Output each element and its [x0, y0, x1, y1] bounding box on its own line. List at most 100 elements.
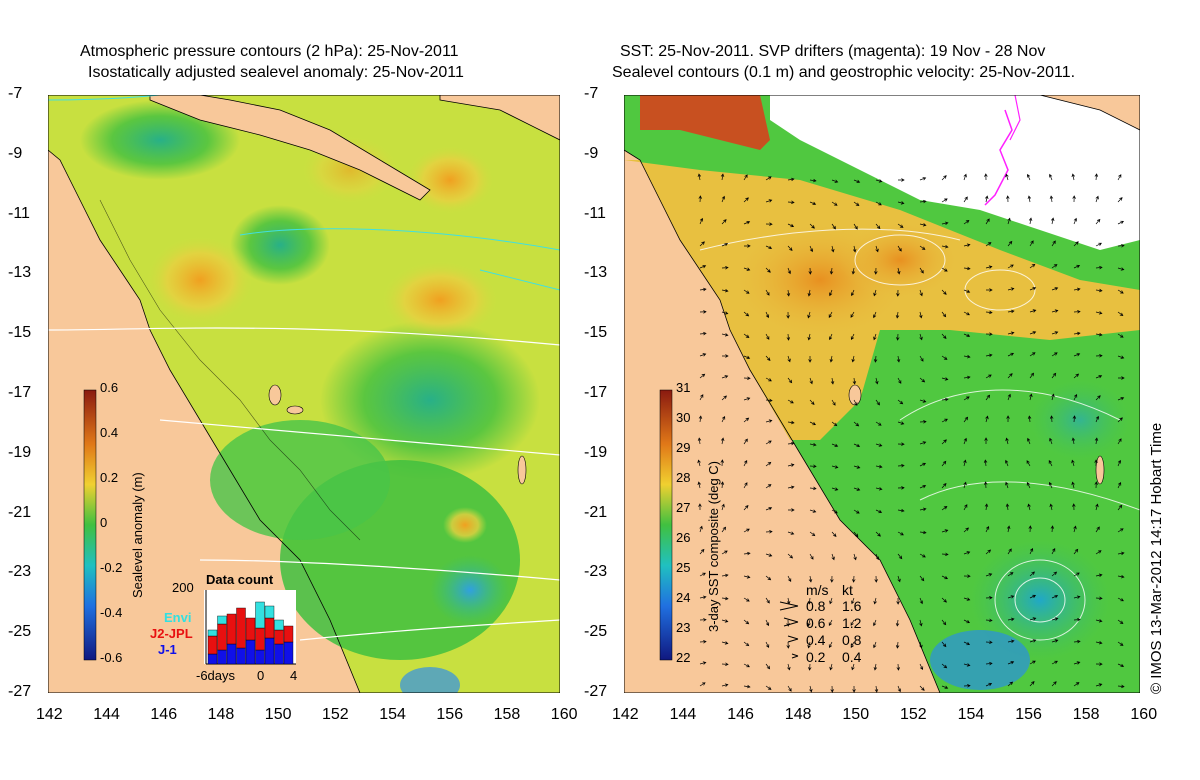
velocity-arrow — [985, 242, 992, 247]
velocity-arrow — [1051, 617, 1059, 621]
velocity-arrow — [1071, 459, 1075, 467]
velocity-arrow — [1073, 572, 1080, 577]
velocity-arrow — [1048, 481, 1053, 489]
velocity-arrow — [1006, 525, 1011, 533]
velocity-arrow — [941, 221, 949, 226]
colorbar-tick-label: 0.4 — [100, 425, 119, 440]
velocity-arrow — [963, 416, 969, 423]
velocity-arrow — [985, 525, 990, 533]
velocity-arrow — [1094, 459, 1098, 467]
x-tick-label: 146 — [727, 706, 754, 723]
velocity-arrow — [1117, 663, 1125, 668]
velocity-arrow — [1006, 415, 1010, 423]
velocity-arrow — [1117, 174, 1122, 181]
velocity-arrow — [765, 529, 773, 534]
velocity-arrow — [831, 509, 838, 514]
velocity-arrow — [808, 575, 813, 583]
velocity-arrow — [1095, 683, 1103, 687]
velocity-arrow — [897, 399, 904, 405]
histogram-bar — [245, 617, 256, 641]
velocity-arrow — [1117, 197, 1123, 203]
velocity-arrow — [807, 311, 811, 319]
velocity-arrow — [919, 199, 927, 204]
velocity-arrow — [830, 685, 834, 693]
velocity-arrow — [807, 619, 811, 627]
x-tick-label: 148 — [784, 706, 812, 723]
velocity-arrow — [1094, 173, 1099, 181]
velocity-arrow — [1117, 574, 1125, 579]
velocity-arrow — [1051, 352, 1058, 357]
velocity-arrow — [919, 462, 927, 467]
y-tick-label: -23 — [8, 563, 32, 581]
velocity-arrow — [985, 195, 989, 203]
velocity-arrow — [765, 619, 770, 627]
right-title-line1: SST: 25-Nov-2011. SVP drifters (magenta)… — [620, 43, 1046, 60]
velocity-arrow — [963, 220, 970, 225]
velocity-arrow — [1051, 287, 1059, 291]
velocity-arrow — [1117, 459, 1122, 467]
velocity-arrow — [1029, 594, 1037, 599]
velocity-arrow — [786, 289, 791, 297]
velocity-arrow — [852, 377, 857, 385]
velocity-arrow — [787, 485, 795, 489]
velocity-arrow — [743, 482, 748, 489]
velocity-arrow — [963, 437, 967, 445]
velocity-arrow — [897, 553, 903, 560]
y-tick-label: -17 — [584, 384, 608, 401]
velocity-arrow — [1049, 503, 1053, 511]
velocity-arrow — [1095, 550, 1102, 555]
velocity-arrow — [831, 553, 835, 561]
velocity-arrow — [699, 353, 707, 357]
colorbar-tick-label: 24 — [676, 590, 691, 605]
velocity-arrow — [1007, 331, 1015, 335]
velocity-arrow — [1049, 173, 1053, 181]
velocity-arrow — [963, 684, 971, 688]
velocity-arrow — [875, 399, 880, 406]
data-count-histogram — [204, 590, 296, 665]
velocity-arrow — [765, 176, 772, 181]
velocity-arrow — [1117, 528, 1124, 533]
y-tick-label: -13 — [8, 264, 32, 282]
histogram-ymax: 200 — [172, 580, 194, 595]
velocity-arrow — [895, 311, 900, 319]
velocity-arrow — [875, 464, 883, 469]
y-tick-label: -9 — [8, 144, 23, 162]
velocity-arrow — [743, 311, 750, 317]
velocity-arrow — [963, 663, 971, 667]
histogram-x-label-end: 4 — [290, 668, 298, 683]
y-tick-label: -15 — [8, 324, 32, 342]
velocity-arrow — [765, 311, 770, 319]
velocity-arrow — [941, 397, 949, 402]
velocity-arrow — [897, 575, 901, 583]
velocity-arrow — [699, 331, 707, 336]
velocity-arrow — [1029, 393, 1033, 401]
velocity-arrow — [809, 509, 817, 513]
velocity-arrow — [721, 219, 727, 225]
velocity-arrow — [721, 596, 729, 601]
velocity-arrow — [1095, 288, 1103, 293]
velocity-arrow — [874, 685, 879, 693]
velocity-arrow — [828, 333, 833, 341]
velocity-arrow — [1117, 597, 1124, 602]
velocity-arrow — [1095, 242, 1102, 247]
velocity-arrow — [765, 289, 770, 296]
velocity-arrow — [1073, 548, 1079, 555]
colorbar-tick-label: -0.2 — [100, 560, 123, 575]
velocity-arrow — [919, 245, 926, 250]
velocity-arrow — [875, 443, 883, 447]
histogram-bar — [217, 615, 227, 625]
velocity-arrow — [743, 597, 750, 602]
velocity-arrow — [699, 217, 704, 225]
x-tick-label: 156 — [1015, 706, 1042, 723]
velocity-arrow — [787, 553, 794, 559]
velocity-arrow — [1117, 417, 1123, 423]
x-tick-label: 160 — [550, 706, 578, 723]
velocity-arrow — [765, 484, 772, 489]
velocity-arrow — [897, 463, 905, 468]
velocity-arrow — [765, 553, 773, 557]
y-tick-label: -25 — [8, 623, 32, 641]
velocity-arrow — [919, 267, 924, 274]
velocity-arrow — [831, 201, 838, 206]
velocity-arrow — [1026, 482, 1031, 489]
colorbar-tick-label: 0 — [100, 515, 108, 530]
